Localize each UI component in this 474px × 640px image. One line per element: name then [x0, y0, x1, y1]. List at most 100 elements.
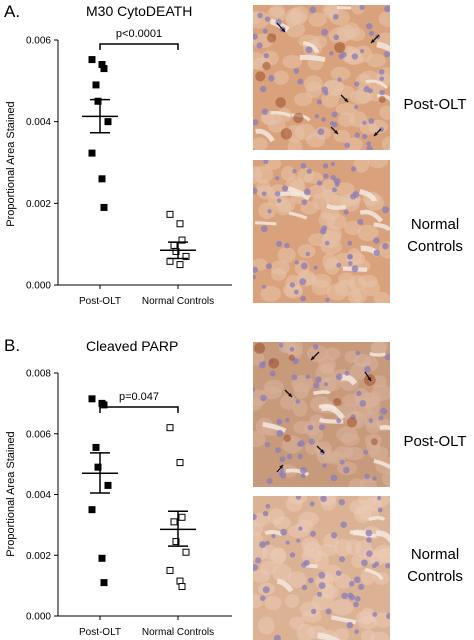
nucleus — [343, 466, 350, 474]
panel-a-letter: A. — [4, 2, 21, 21]
tissue-cell — [296, 270, 316, 287]
nucleus — [299, 278, 307, 286]
nucleus — [322, 463, 327, 468]
panel-b-y-tick-label: 0.008 — [26, 369, 51, 380]
nucleus — [331, 187, 337, 193]
tissue-cell — [348, 478, 365, 487]
sinusoid — [368, 515, 386, 522]
nucleus — [263, 52, 269, 59]
tissue-cell — [281, 342, 299, 354]
sinusoid — [264, 530, 283, 536]
nucleus — [313, 382, 320, 389]
nucleus — [281, 185, 289, 192]
nucleus — [296, 538, 301, 543]
nucleus — [335, 570, 342, 576]
tissue-cell — [334, 538, 352, 557]
sinusoid — [375, 530, 390, 544]
tissue-cell — [304, 75, 323, 92]
nucleus — [339, 459, 345, 465]
nucleus — [257, 12, 263, 19]
tissue-cell — [382, 136, 390, 150]
nucleus — [265, 540, 270, 546]
panel-a-point-post-olt — [100, 65, 108, 73]
tissue-cell — [260, 560, 278, 575]
panel-b-y-tick-label: 0.004 — [26, 490, 51, 501]
tissue-cell — [309, 414, 325, 427]
sinusoid — [270, 110, 292, 118]
panel-b-point-normal-controls — [166, 566, 174, 574]
tissue-cell — [256, 179, 271, 197]
nucleus — [309, 6, 317, 14]
nucleus — [303, 559, 310, 567]
tissue-cell — [277, 247, 296, 263]
panel-a-y-tick-label: 0.006 — [26, 36, 51, 47]
nucleus — [313, 265, 318, 270]
nucleus — [268, 75, 275, 82]
arrowhead-icon — [334, 130, 338, 134]
nucleus — [269, 370, 276, 377]
nucleus — [320, 496, 327, 503]
nucleus — [321, 86, 329, 94]
nucleus — [347, 592, 354, 599]
nucleus — [289, 282, 296, 288]
nucleus — [366, 23, 373, 30]
panel-b-point-normal-controls — [176, 459, 184, 467]
tissue-cell — [369, 549, 386, 566]
stain-spot — [333, 398, 342, 407]
nucleus — [383, 51, 390, 58]
panel-a-point-post-olt — [100, 203, 108, 211]
nucleus — [308, 577, 314, 584]
panel-b-point-post-olt — [100, 401, 108, 409]
panel-a-point-post-olt — [88, 149, 96, 157]
panel-a-point-normal-controls — [172, 248, 180, 256]
nucleus — [295, 496, 302, 500]
tissue-cell — [253, 397, 263, 411]
sinusoid — [373, 222, 390, 231]
tissue-cell — [318, 212, 336, 229]
nucleus — [357, 218, 364, 225]
panel-a-point-normal-controls — [178, 236, 186, 244]
tissue-cell — [253, 545, 269, 561]
panel-b-normal-controls-label: Normal Controls — [396, 544, 474, 588]
tissue-cell — [357, 224, 379, 242]
nucleus — [253, 275, 257, 280]
nucleus — [312, 343, 319, 350]
nucleus — [318, 571, 326, 579]
nucleus — [344, 370, 350, 376]
tissue-cell — [288, 7, 304, 24]
nucleus — [354, 596, 361, 602]
nucleus — [316, 99, 322, 105]
arrowhead-icon — [374, 132, 378, 136]
panel-b-y-tick-label: 0.006 — [26, 429, 51, 440]
panel-b-point-post-olt — [88, 395, 96, 403]
panel-b-post-olt-label: Post-OLT — [403, 433, 467, 450]
panel-a-significance-bracket — [99, 43, 179, 50]
panel-a-p-value: p<0.0001 — [116, 28, 162, 40]
panel-a-y-tick-label: 0.004 — [26, 117, 51, 128]
nucleus — [359, 5, 365, 11]
panel-b-normal-line1: Normal — [410, 546, 460, 563]
nucleus — [264, 442, 271, 448]
nucleus — [351, 53, 359, 60]
sinusoid — [358, 188, 377, 202]
nucleus — [293, 289, 299, 295]
nucleus — [253, 387, 256, 392]
sinusoid — [330, 615, 357, 625]
nucleus — [320, 228, 327, 235]
panel-a-post-olt-micrograph — [253, 5, 390, 150]
nucleus — [256, 42, 263, 49]
tissue-cell — [282, 54, 303, 69]
nucleus — [374, 561, 380, 567]
nucleus — [368, 118, 375, 124]
nucleus — [324, 240, 330, 246]
nucleus — [366, 537, 372, 543]
tissue-cell — [337, 112, 356, 127]
nucleus — [378, 415, 384, 421]
nucleus — [261, 360, 266, 366]
tissue-cell — [347, 289, 363, 303]
tissue-cell — [299, 601, 322, 617]
tissue-cell — [261, 386, 282, 400]
nucleus — [377, 507, 383, 513]
stain-spot — [370, 438, 378, 446]
sinusoid — [299, 54, 326, 62]
